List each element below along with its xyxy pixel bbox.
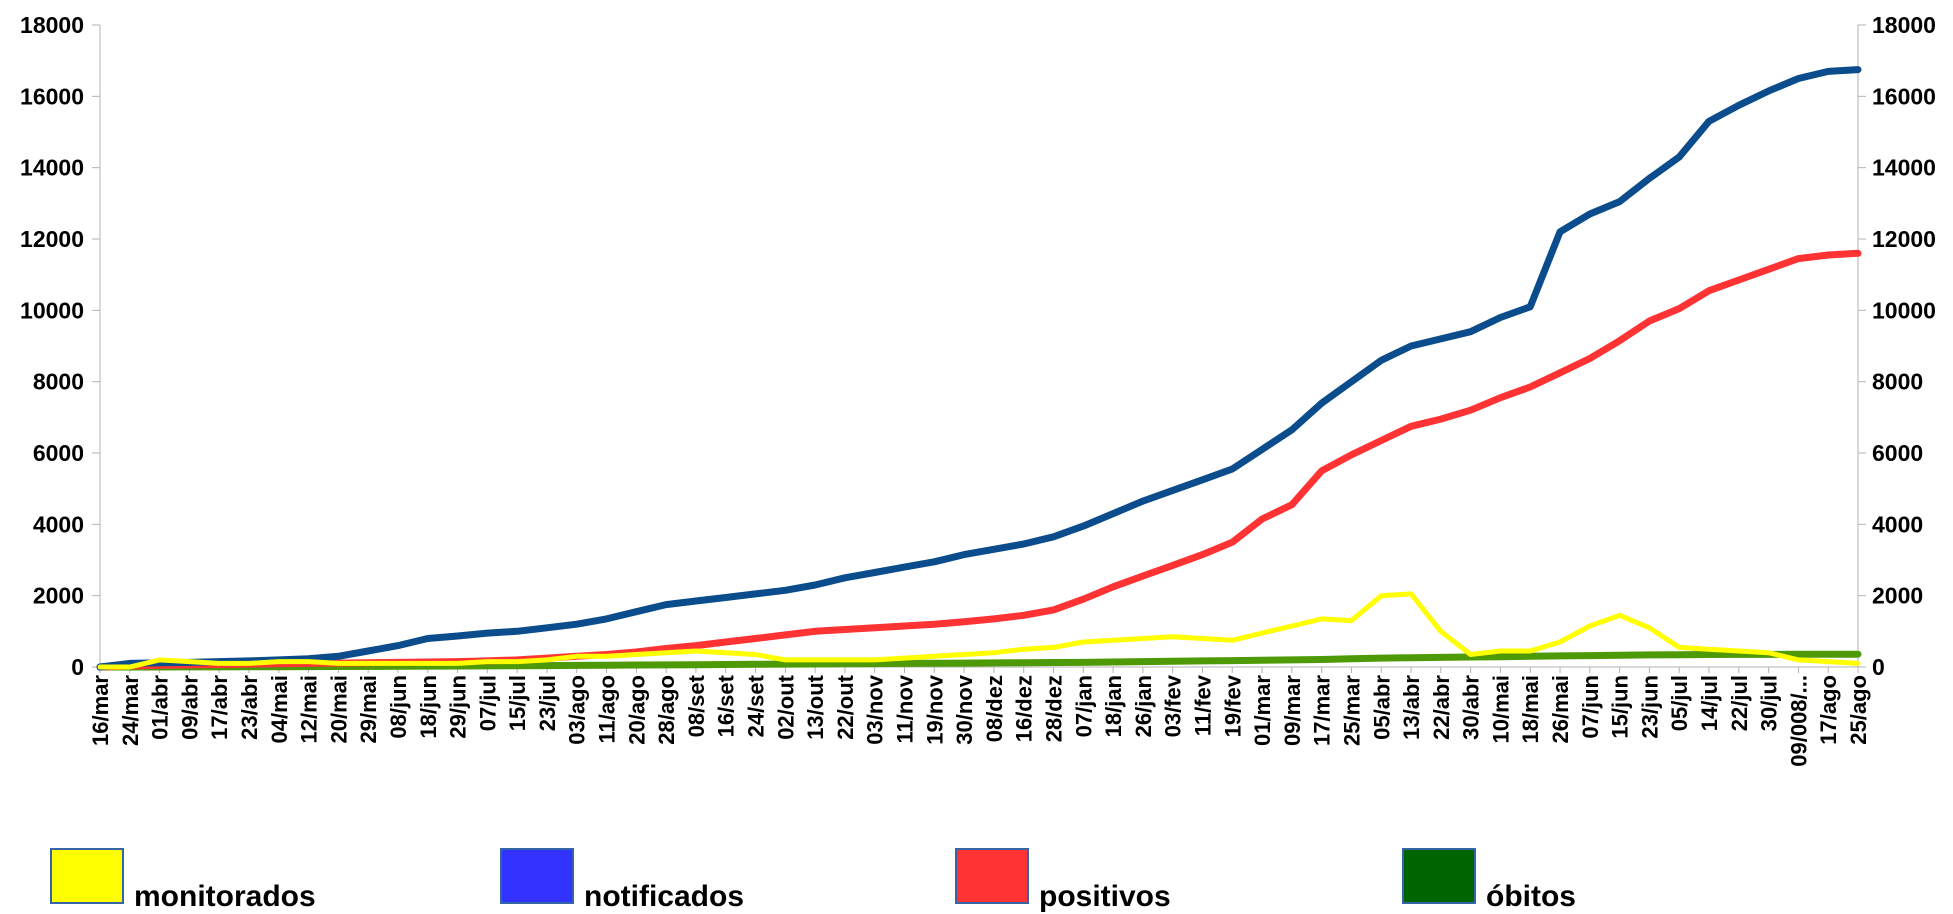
x-tick-label: 16/mar — [88, 675, 113, 746]
x-tick-label: 11/ago — [595, 675, 620, 743]
x-tick-label: 12/mai — [297, 675, 322, 744]
x-tick-label: 26/mai — [1548, 675, 1573, 744]
x-tick-label: 01/mar — [1250, 675, 1275, 746]
x-tick-label: 22/out — [833, 674, 858, 739]
x-tick-label: 23/abr — [237, 675, 262, 740]
y-tick-label-right: 8000 — [1872, 369, 1923, 395]
legend-label-positivos: positivos — [1039, 880, 1171, 913]
x-tick-label: 14/jul — [1697, 675, 1722, 731]
legend-swatch-notificados — [500, 848, 574, 904]
y-tick-label-left: 6000 — [33, 440, 84, 466]
x-tick-label: 19/nov — [922, 674, 947, 744]
x-tick-label: 09/mar — [1280, 675, 1305, 746]
y-tick-label-left: 12000 — [20, 226, 84, 252]
x-tick-label: 24/set — [744, 674, 769, 737]
x-tick-label: 17/abr — [207, 675, 232, 740]
y-tick-label-right: 6000 — [1872, 440, 1923, 466]
x-tick-label: 09/abr — [177, 675, 202, 740]
series-line-obitos — [96, 650, 1862, 671]
x-tick-label: 29/mai — [356, 675, 381, 744]
x-tick-label: 25/ago — [1846, 675, 1871, 745]
x-tick-label: 13/out — [803, 674, 828, 739]
x-tick-label: 26/jan — [1131, 675, 1156, 737]
x-tick-label: 18/mai — [1518, 675, 1543, 744]
x-tick-label: 22/jul — [1727, 675, 1752, 731]
x-tick-label: 23/jun — [1637, 675, 1662, 739]
x-tick-label: 10/mai — [1488, 675, 1513, 744]
series-line-monitorados — [97, 591, 1861, 670]
series-line-positivos — [96, 249, 1862, 671]
y-tick-label-right: 12000 — [1872, 226, 1936, 252]
y-tick-label-left: 2000 — [33, 583, 84, 609]
x-tick-label: 03/nov — [863, 674, 888, 744]
x-tick-label: 08/set — [684, 674, 709, 737]
x-tick-label: 08/jun — [386, 675, 411, 739]
x-tick-label: 11/fev — [1190, 674, 1215, 736]
x-tick-label: 18/jun — [416, 675, 441, 739]
y-tick-label-right: 18000 — [1872, 12, 1936, 38]
x-tick-label: 05/jul — [1667, 675, 1692, 731]
y-tick-label-right: 2000 — [1872, 583, 1923, 609]
x-tick-label: 08/dez — [982, 675, 1007, 742]
x-tick-label: 15/jul — [505, 675, 530, 731]
legend-label-notificados: notificados — [584, 880, 745, 913]
x-tick-label: 25/mar — [1339, 675, 1364, 746]
x-tick-label: 16/set — [714, 674, 739, 737]
line-chart: 0 2000 4000 6000 8000 10000 12000 14000 16000 180… — [20, 12, 1936, 767]
x-tick-label: 29/jun — [446, 675, 471, 739]
y-tick-label-right: 4000 — [1872, 511, 1923, 537]
x-tick-label: 28/ago — [654, 675, 679, 745]
x-tick-label: 03/ago — [565, 675, 590, 745]
x-tick-label: 22/abr — [1429, 675, 1454, 740]
y-tick-label-left: 18000 — [20, 12, 84, 38]
x-tick-label: 05/abr — [1369, 675, 1394, 740]
x-tick-label: 30/jul — [1757, 675, 1782, 731]
series-line-notificados — [96, 66, 1862, 671]
legend-swatch-positivos — [955, 848, 1029, 904]
x-tick-label: 23/jul — [535, 675, 560, 731]
y-tick-label-left: 10000 — [20, 297, 84, 323]
x-tick-label: 20/mai — [326, 675, 351, 744]
x-tick-label: 17/mar — [1310, 675, 1335, 746]
x-tick-label: 19/fev — [1220, 674, 1245, 737]
legend-swatch-obitos — [1402, 848, 1476, 904]
chart-legend: monitorados notificados positivos óbitos — [0, 840, 1953, 914]
y-tick-label-left: 4000 — [33, 511, 84, 537]
x-tick-label: 28/dez — [1041, 675, 1066, 742]
y-tick-label-left: 0 — [71, 654, 84, 680]
legend-label-obitos: óbitos — [1486, 880, 1576, 913]
x-tick-label: 11/nov — [893, 674, 918, 743]
x-tick-label: 04/mai — [267, 675, 292, 744]
x-tick-label: 30/nov — [952, 674, 977, 744]
y-tick-label-right: 0 — [1872, 654, 1885, 680]
y-tick-label-right: 14000 — [1872, 155, 1936, 181]
y-tick-label-left: 8000 — [33, 369, 84, 395]
x-tick-label: 24/mar — [118, 675, 143, 746]
x-tick-label: 13/abr — [1399, 675, 1424, 740]
x-tick-label: 17/ago — [1816, 675, 1841, 745]
x-tick-label: 20/ago — [624, 675, 649, 745]
x-tick-label: 16/dez — [1012, 675, 1037, 742]
x-tick-label: 09/008/... — [1786, 675, 1811, 767]
x-tick-label: 07/jan — [1071, 675, 1096, 737]
x-tick-label: 01/abr — [148, 675, 173, 740]
x-tick-label: 15/jun — [1608, 675, 1633, 739]
x-tick-label: 07/jun — [1578, 675, 1603, 739]
x-tick-label: 07/jul — [475, 675, 500, 731]
y-tick-label-left: 16000 — [20, 83, 84, 109]
y-tick-label-left: 14000 — [20, 155, 84, 181]
legend-swatch-monitorados — [50, 848, 124, 904]
legend-label-monitorados: monitorados — [134, 880, 316, 913]
x-tick-label: 02/out — [773, 674, 798, 739]
y-tick-label-right: 10000 — [1872, 297, 1936, 323]
x-tick-label: 18/jan — [1101, 675, 1126, 737]
x-tick-label: 30/abr — [1459, 675, 1484, 740]
x-tick-label: 03/fev — [1161, 674, 1186, 737]
y-tick-label-right: 16000 — [1872, 83, 1936, 109]
